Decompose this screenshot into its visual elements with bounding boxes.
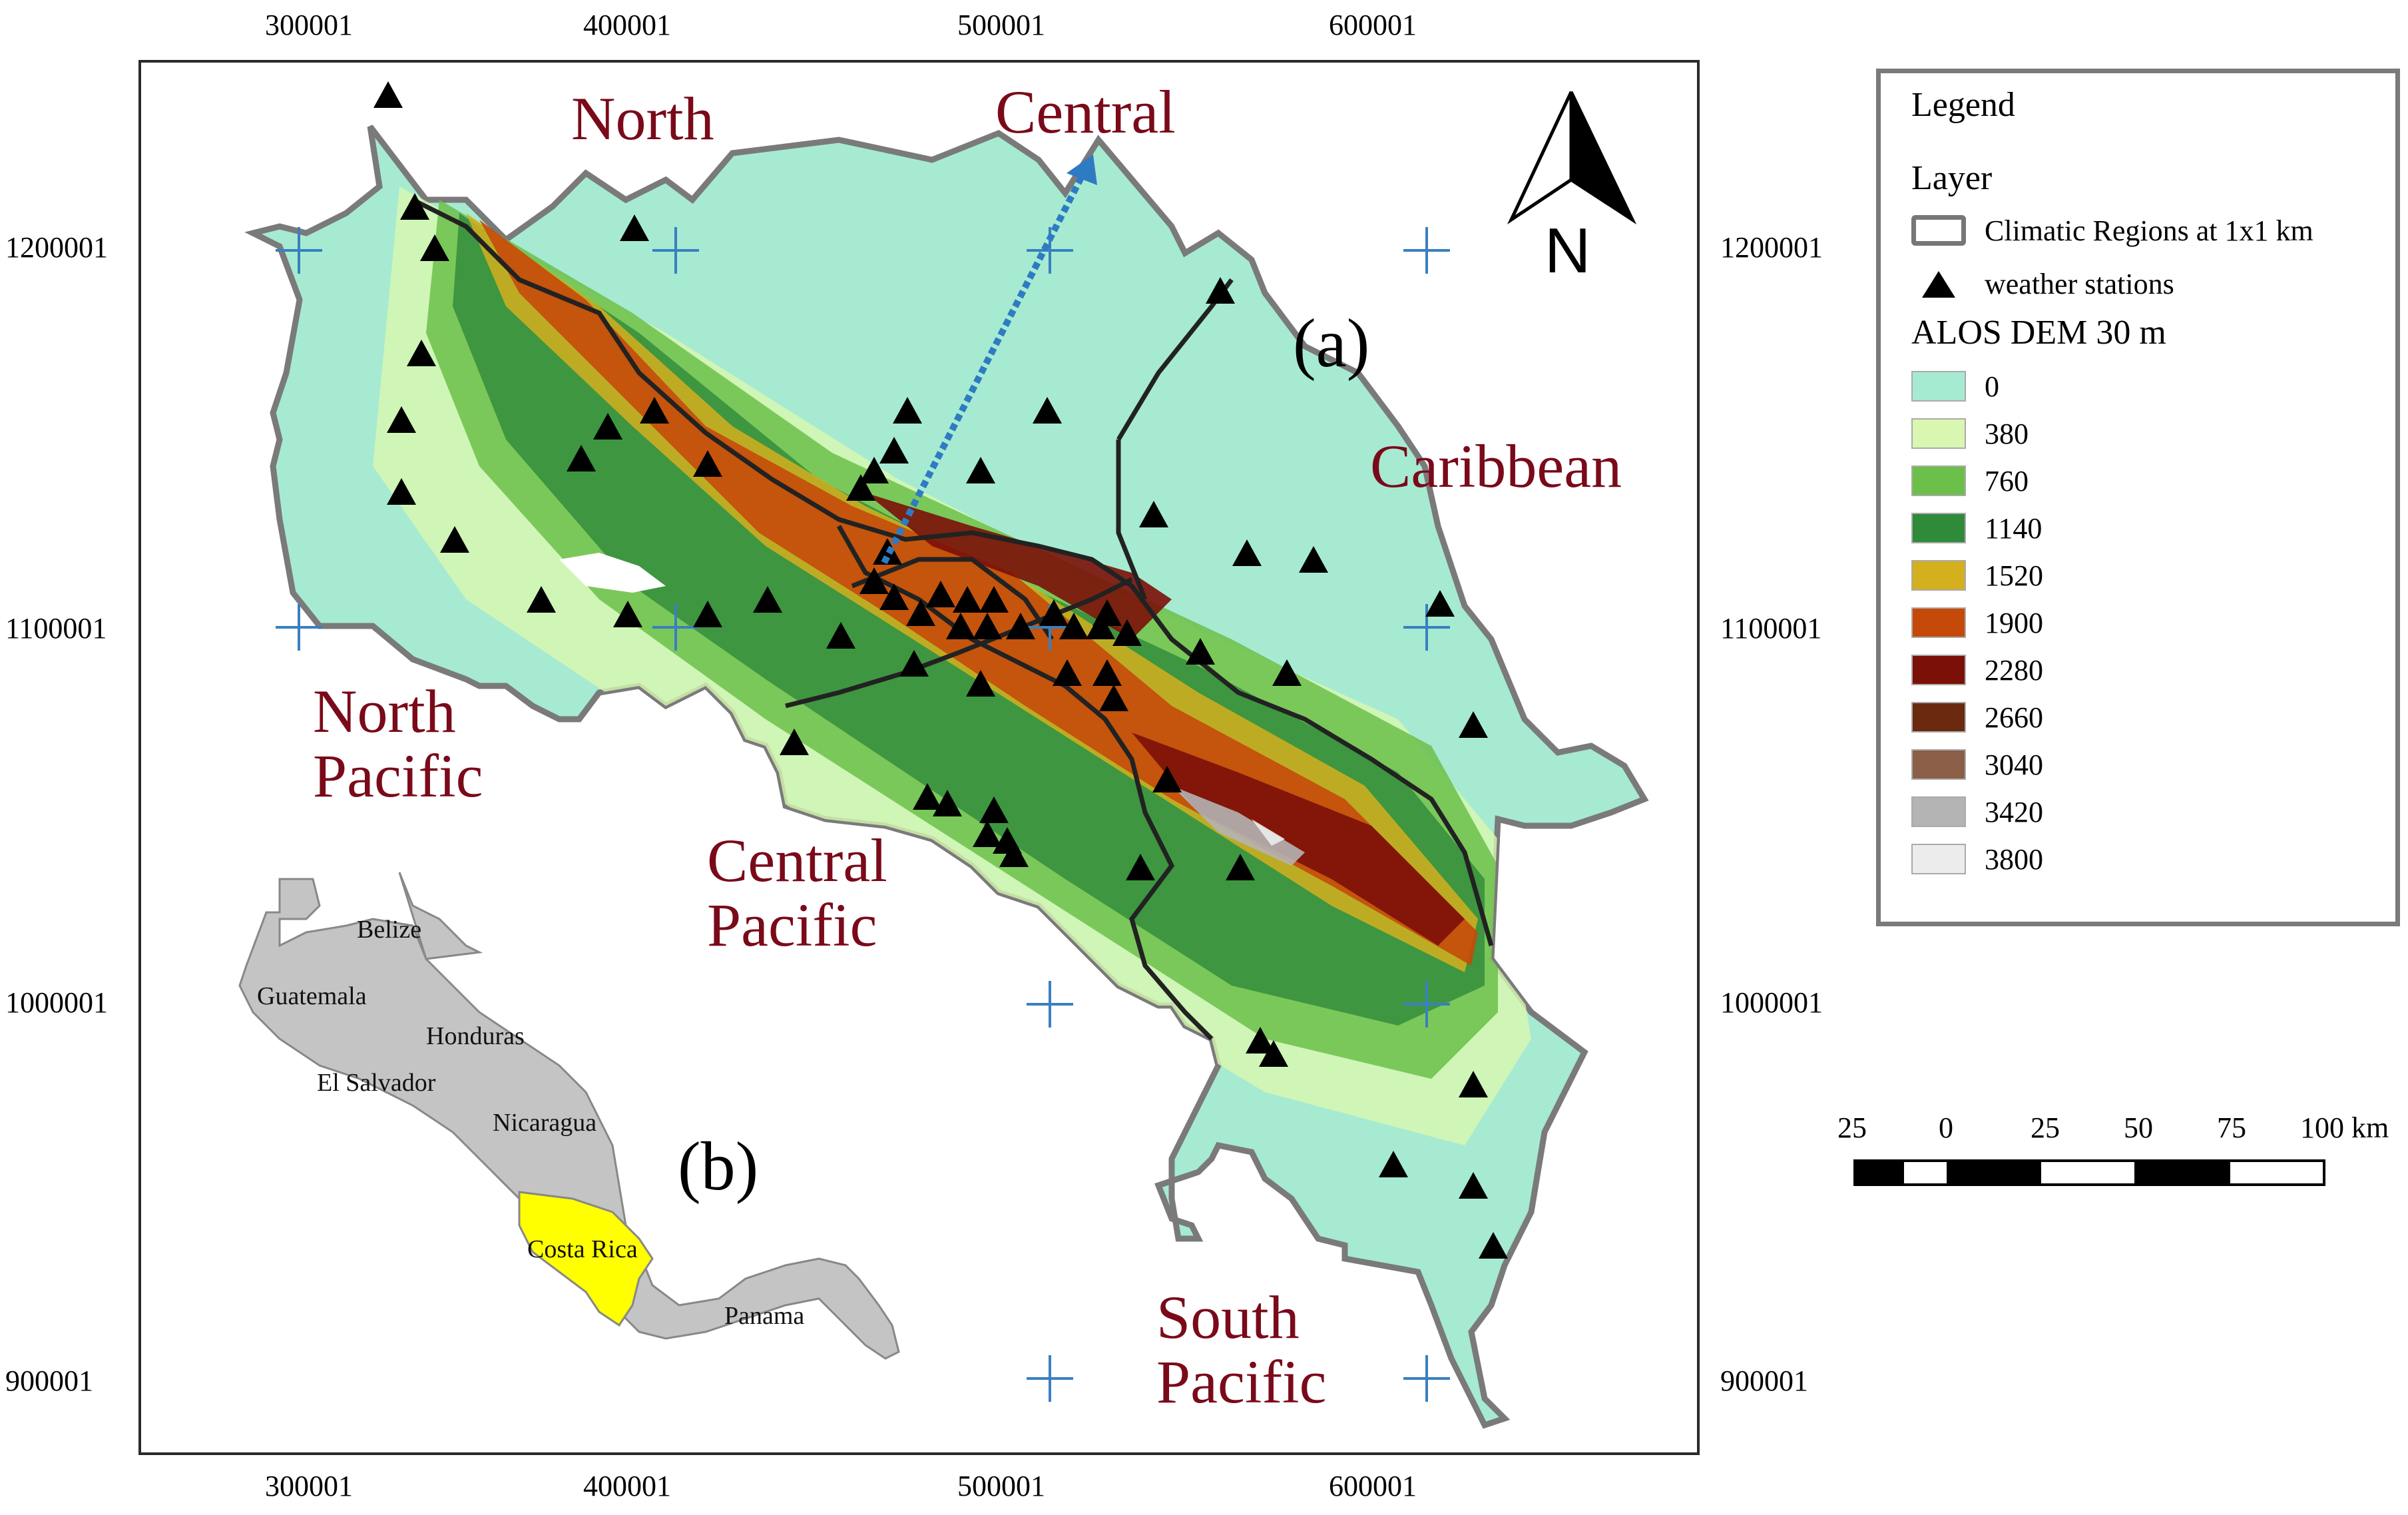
y-tick-right: 1000001 [1720,986,1823,1019]
dem-value-label: 380 [1985,417,2029,450]
x-tick-top: 400001 [583,9,671,41]
region-caribbean-label: Caribbean [1370,432,1622,500]
legend-panel: Legend Layer Climatic Regions at 1x1 km … [1876,69,2400,926]
legend-region-label: Climatic Regions at 1x1 km [1985,214,2313,247]
dem-value-label: 760 [1985,464,2029,497]
panel-a-label: (a) [1293,305,1370,382]
dem-value-label: 3800 [1985,842,2043,876]
legend-dem-row: 1140 [1911,508,2042,548]
x-tick-bottom: 300001 [265,1470,353,1502]
region-central-pacific-label: Central Pacific [707,828,887,957]
y-tick-left: 1000001 [5,986,108,1019]
inset-label-honduras: Honduras [426,1022,525,1050]
inset-label-belize: Belize [357,916,422,944]
dem-value-label: 2280 [1985,653,2043,687]
dem-color-swatch [1911,418,1966,449]
scale-bar-label: 25 [1837,1111,1867,1144]
legend-dem-row: 1900 [1911,603,2043,643]
scale-bar-label: 0 [1939,1111,1953,1144]
region-central-label: Central [995,78,1176,146]
inset-label-nicaragua: Nicaragua [493,1109,597,1137]
inset-central-america [238,872,900,1360]
region-central-pacific-line1: Central [707,826,887,894]
dem-value-label: 1520 [1985,559,2043,592]
dem-value-label: 0 [1985,370,1999,403]
scale-bar-label: 75 [2217,1111,2246,1144]
y-tick-right: 900001 [1720,1364,1808,1397]
legend-dem-row: 2280 [1911,650,2043,690]
legend-dem-heading: ALOS DEM 30 m [1911,314,2166,352]
legend-station-label: weather stations [1985,267,2174,300]
x-tick-bottom: 400001 [583,1470,671,1502]
legend-dem-row: 380 [1911,414,2029,454]
inset-label-el-salvador: El Salvador [317,1069,436,1097]
inset-label-panama: Panama [724,1302,805,1330]
station-triangle-icon [1922,271,1955,298]
dem-color-swatch [1911,513,1966,543]
inset-label-costa-rica: Costa Rica [527,1235,638,1263]
y-tick-left: 1100001 [5,612,107,645]
dem-color-swatch [1911,655,1966,685]
region-south-pacific-label: South Pacific [1156,1285,1326,1414]
region-south-pacific-line1: South [1156,1283,1300,1351]
legend-dem-row: 0 [1911,366,1999,406]
y-tick-left: 1200001 [5,231,108,264]
x-tick-top: 300001 [265,9,353,41]
legend-dem-row: 3040 [1911,745,2043,784]
weather-stations [373,81,1508,1259]
dem-color-swatch [1911,702,1966,733]
y-tick-left: 900001 [5,1364,93,1397]
scale-bar-label: 100 km [2300,1111,2389,1144]
region-north-pacific-line2: Pacific [313,741,483,810]
dem-color-swatch [1911,560,1966,591]
dem-color-swatch [1911,465,1966,496]
legend-region-row: Climatic Regions at 1x1 km [1911,210,2313,250]
dem-color-swatch [1911,796,1966,827]
x-tick-top: 600001 [1329,9,1417,41]
legend-title: Legend [1911,86,2015,124]
legend-dem-row: 1520 [1911,555,2043,595]
x-tick-top: 500001 [957,9,1045,41]
region-central-pacific-line2: Pacific [707,890,877,959]
dem-color-swatch [1911,371,1966,402]
region-north-pacific-line1: North [313,677,456,745]
dem-value-label: 3420 [1985,795,2043,828]
legend-layer-heading: Layer [1911,159,1993,197]
legend-dem-row: 2660 [1911,697,2043,737]
costa-rica-dem [244,125,1649,1429]
north-arrow-letter: N [1545,215,1591,286]
panel-b-label: (b) [678,1128,759,1205]
legend-dem-row: 3420 [1911,792,2043,832]
legend-dem-row: 760 [1911,461,2029,501]
region-swatch [1911,215,1966,246]
region-north-pacific-label: North Pacific [313,679,483,808]
legend-dem-row: 3800 [1911,839,2043,879]
dem-color-swatch [1911,749,1966,780]
dem-color-swatch [1911,607,1966,638]
x-tick-bottom: 500001 [957,1470,1045,1502]
dem-color-swatch [1911,844,1966,874]
dem-value-label: 2660 [1985,701,2043,734]
region-south-pacific-line2: Pacific [1156,1347,1327,1416]
legend-station-row: weather stations [1911,264,2174,304]
y-tick-right: 1200001 [1720,231,1823,264]
scale-bar-label: 25 [2031,1111,2060,1144]
north-arrow-icon [1507,91,1637,225]
x-tick-bottom: 600001 [1329,1470,1417,1502]
dem-value-label: 1140 [1985,511,2043,545]
region-north-label: North [571,85,714,152]
scale-bar [1853,1159,2325,1186]
dem-value-label: 1900 [1985,606,2043,639]
inset-label-guatemala: Guatemala [257,982,367,1010]
dem-value-label: 3040 [1985,748,2043,781]
y-tick-right: 1100001 [1720,612,1822,645]
scale-bar-label: 50 [2124,1111,2153,1144]
direction-arrow [881,154,1097,565]
